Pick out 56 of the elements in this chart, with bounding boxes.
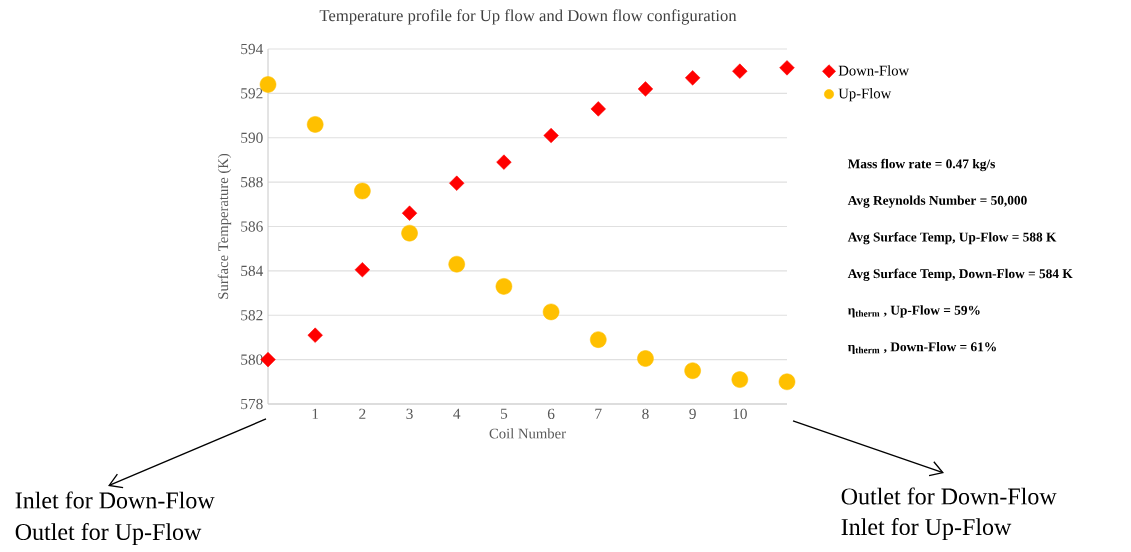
x-tick-label: 4 xyxy=(453,408,461,419)
point xyxy=(306,116,324,133)
text: Inlet for Up-Flow xyxy=(841,517,1012,540)
text: Mass flow rate = 0.47 kg/s xyxy=(847,158,995,172)
point xyxy=(495,278,513,295)
text: η$_{therm}$ , Down-Flow = 61% xyxy=(847,341,996,355)
y-axis-title: Surface Temperature (K) xyxy=(217,153,232,299)
x-tick-label: 10 xyxy=(733,408,747,420)
text: Avg Surface Temp, Up-Flow = 588 K xyxy=(847,232,1057,245)
text: Outlet for Down-Flow xyxy=(841,487,1057,505)
y-tick-label: 590 xyxy=(241,132,263,143)
point xyxy=(684,362,701,379)
x-tick-label: 6 xyxy=(547,408,555,419)
point xyxy=(637,350,654,367)
point xyxy=(354,182,371,200)
legend-label: Up-Flow xyxy=(838,88,892,102)
y-tick-label: 588 xyxy=(241,176,263,188)
x-tick-label: 9 xyxy=(689,408,696,419)
point xyxy=(590,331,607,348)
x-tick-label: 7 xyxy=(595,408,602,419)
text: Avg Surface Temp, Down-Flow = 584 K xyxy=(847,268,1073,281)
text: Inlet for Down-Flow xyxy=(15,491,215,509)
x-axis-title: Coil Number xyxy=(489,428,566,439)
y-tick-label: 578 xyxy=(241,398,263,410)
point xyxy=(779,60,795,76)
point xyxy=(401,205,418,221)
chart-title: Temperature profile for Up flow and Down flow configuration xyxy=(319,9,737,25)
text: Avg Reynolds Number = 50,000 xyxy=(847,195,1027,208)
point xyxy=(685,70,701,86)
legend-label: Down-Flow xyxy=(838,65,910,76)
x-tick-label: 2 xyxy=(359,408,366,419)
y-tick-label: 582 xyxy=(241,310,263,321)
x-tick-label: 8 xyxy=(642,408,649,420)
y-tick-label: 594 xyxy=(241,43,264,55)
y-tick-label: 592 xyxy=(241,88,263,99)
text: Outlet for Up-Flow xyxy=(15,522,202,545)
point xyxy=(778,373,796,391)
point xyxy=(449,175,465,191)
point xyxy=(637,81,654,97)
y-tick-label: 586 xyxy=(241,221,263,232)
point xyxy=(731,371,749,388)
point xyxy=(448,255,465,273)
point xyxy=(543,127,559,144)
x-tick-label: 5 xyxy=(500,408,508,419)
y-tick-label: 584 xyxy=(241,265,264,277)
point xyxy=(354,262,370,278)
y-tick-label: 580 xyxy=(241,354,263,365)
x-tick-label: 1 xyxy=(312,408,319,419)
x-tick-label: 3 xyxy=(406,408,413,419)
text: η$_{therm}$ , Up-Flow = 59% xyxy=(847,305,980,318)
point xyxy=(732,63,748,79)
point xyxy=(590,101,606,117)
point xyxy=(307,327,323,343)
point xyxy=(401,224,418,242)
point xyxy=(542,303,560,321)
point xyxy=(496,154,512,170)
